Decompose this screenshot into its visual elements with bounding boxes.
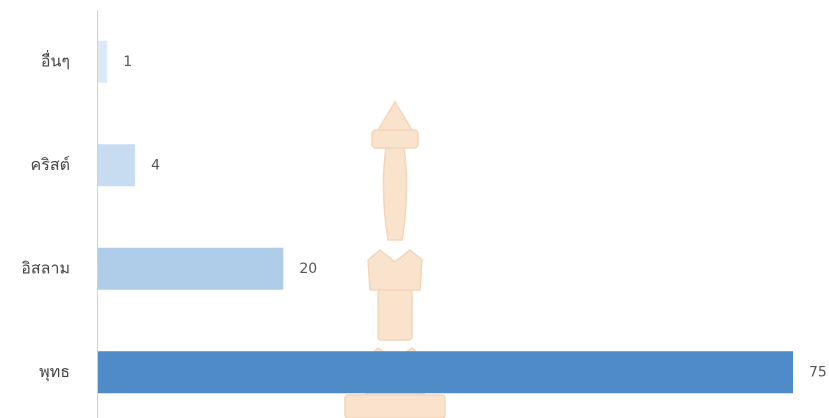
bar — [98, 248, 283, 290]
bar — [98, 144, 135, 186]
value-label: 20 — [299, 261, 317, 277]
value-label: 1 — [123, 54, 132, 70]
category-label: อิสลาม — [21, 258, 70, 277]
bar — [98, 41, 107, 83]
value-label: 4 — [151, 157, 160, 173]
value-label: 75 — [809, 364, 827, 380]
category-label: คริสต์ — [31, 155, 70, 174]
category-label: อื่นๆ — [41, 49, 70, 70]
category-label: พุทธ — [39, 362, 70, 382]
page: อื่นๆ1คริสต์4อิสลาม20พุทธ75 (() => { con… — [0, 0, 829, 418]
chart: อื่นๆ 1 คริสต์ 4 อิสลาม 20 พุทธ 75 — [0, 0, 829, 418]
bar — [98, 351, 793, 393]
